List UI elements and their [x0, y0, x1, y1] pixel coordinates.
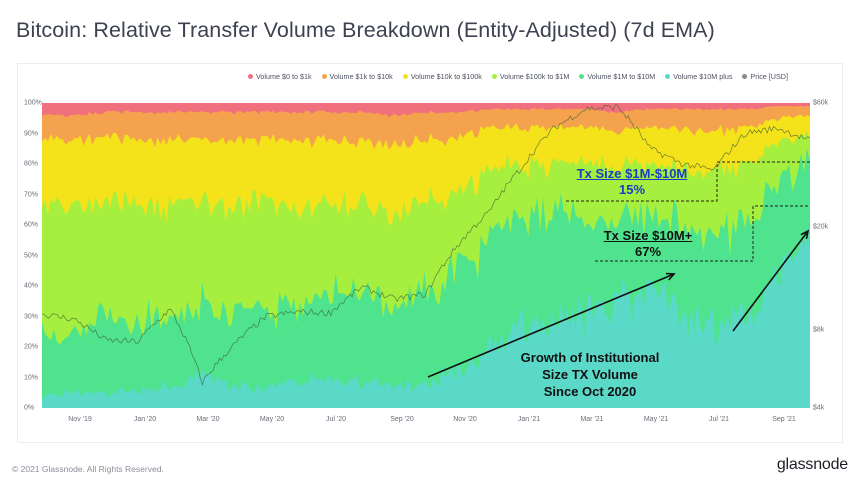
arrowhead-icon	[800, 229, 810, 240]
x-tick: Nov '19	[68, 416, 92, 423]
y-tick-left: 70%	[24, 191, 39, 198]
legend-dot-icon	[402, 73, 408, 79]
legend-label: Volume $1M to $10M	[587, 71, 656, 81]
y-tick-left: 20%	[24, 343, 39, 351]
y-tick-left: 80%	[24, 160, 39, 168]
x-tick: Sep '20	[390, 416, 414, 423]
annotation-growth-line1: Growth of Institutional	[520, 350, 660, 365]
y-tick-left: 10%	[24, 374, 39, 381]
dashed-guide-line	[566, 161, 810, 202]
x-tick: Nov '20	[453, 416, 477, 423]
legend-item[interactable]: Volume $10M plus	[665, 72, 732, 81]
legend-item[interactable]: Volume $0 to $1k	[248, 72, 312, 81]
y-tick-left: 90%	[24, 130, 39, 137]
annotation-10m-title: Tx Size $10M+	[603, 228, 693, 243]
legend-label: Volume $10k to $100k	[410, 71, 482, 81]
annotation-growth-line2: Size TX Volume	[542, 366, 638, 382]
price-line	[41, 104, 811, 387]
annotation-growth: Growth of Institutional Size TX Volume S…	[500, 350, 680, 401]
x-tick: Mar '21	[580, 416, 604, 423]
x-tick: Jan '21	[517, 416, 541, 423]
x-tick: May '21	[643, 416, 669, 423]
footer-logo[interactable]: glassnode	[776, 456, 848, 473]
annotation-10m-plus: Tx Size $10M+ 67%	[588, 228, 708, 259]
legend-dot-icon	[248, 73, 253, 79]
legend-dot-icon	[665, 73, 671, 79]
legend-dot-icon	[321, 73, 327, 79]
annotation-1m-10m-title: Tx Size $1M-$10M	[576, 166, 688, 181]
x-tick: May '20	[259, 416, 285, 423]
legend-label: Price [USD]	[750, 71, 788, 81]
arrow-icon	[732, 230, 809, 332]
legend-dot-icon	[491, 73, 497, 79]
annotation-10m-value: 67%	[634, 243, 662, 259]
x-tick: Jan '20	[133, 416, 157, 423]
legend-label: Volume $1k to $10k	[329, 71, 393, 81]
y-tick-right: $20k	[813, 223, 829, 231]
y-tick-left: 50%	[24, 252, 39, 259]
legend-label: Volume $0 to $1k	[256, 71, 312, 81]
annotation-1m-10m: Tx Size $1M-$10M 15%	[562, 166, 702, 197]
legend-label: Volume $100k to $1M	[499, 71, 570, 81]
annotation-growth-line3: Since Oct 2020	[543, 383, 637, 399]
legend-item[interactable]: Volume $100k to $1M	[491, 71, 570, 81]
y-tick-right: $8k	[813, 326, 825, 334]
y-tick-left: 100%	[24, 99, 42, 107]
legend-dot-icon	[579, 73, 585, 79]
x-tick: Mar '20	[196, 416, 220, 423]
area-10m-plus	[42, 223, 810, 408]
legend-item[interactable]: Price [USD]	[742, 72, 788, 81]
arrowhead-icon	[665, 272, 676, 281]
footer-copyright: © 2021 Glassnode. All Rights Reserved.	[12, 464, 164, 474]
chart-legend: Volume $0 to $1k Volume $1k to $10k Volume…	[248, 69, 788, 83]
y-tick-left: 30%	[24, 313, 39, 320]
page-title: Bitcoin: Relative Transfer Volume Breakd…	[16, 18, 715, 42]
y-tick-right: $4k	[813, 404, 825, 412]
y-tick-left: 40%	[24, 282, 39, 290]
legend-label: Volume $10M plus	[673, 71, 733, 81]
x-tick: Jul '21	[708, 416, 730, 423]
legend-item[interactable]: Volume $1k to $10k	[321, 71, 393, 81]
y-tick-right: $60k	[813, 99, 829, 107]
y-tick-left: 0%	[24, 404, 35, 412]
arrow-icon	[427, 273, 675, 378]
legend-item[interactable]: Volume $1M to $10M	[579, 72, 655, 81]
legend-item[interactable]: Volume $10k to $100k	[402, 71, 482, 81]
dashed-guide-line	[595, 205, 810, 262]
x-tick: Jul '20	[325, 416, 347, 423]
y-tick-left: 60%	[24, 221, 39, 229]
annotation-1m-10m-value: 15%	[618, 181, 646, 197]
legend-dot-icon	[742, 73, 748, 79]
x-tick: Sep '21	[772, 416, 796, 423]
